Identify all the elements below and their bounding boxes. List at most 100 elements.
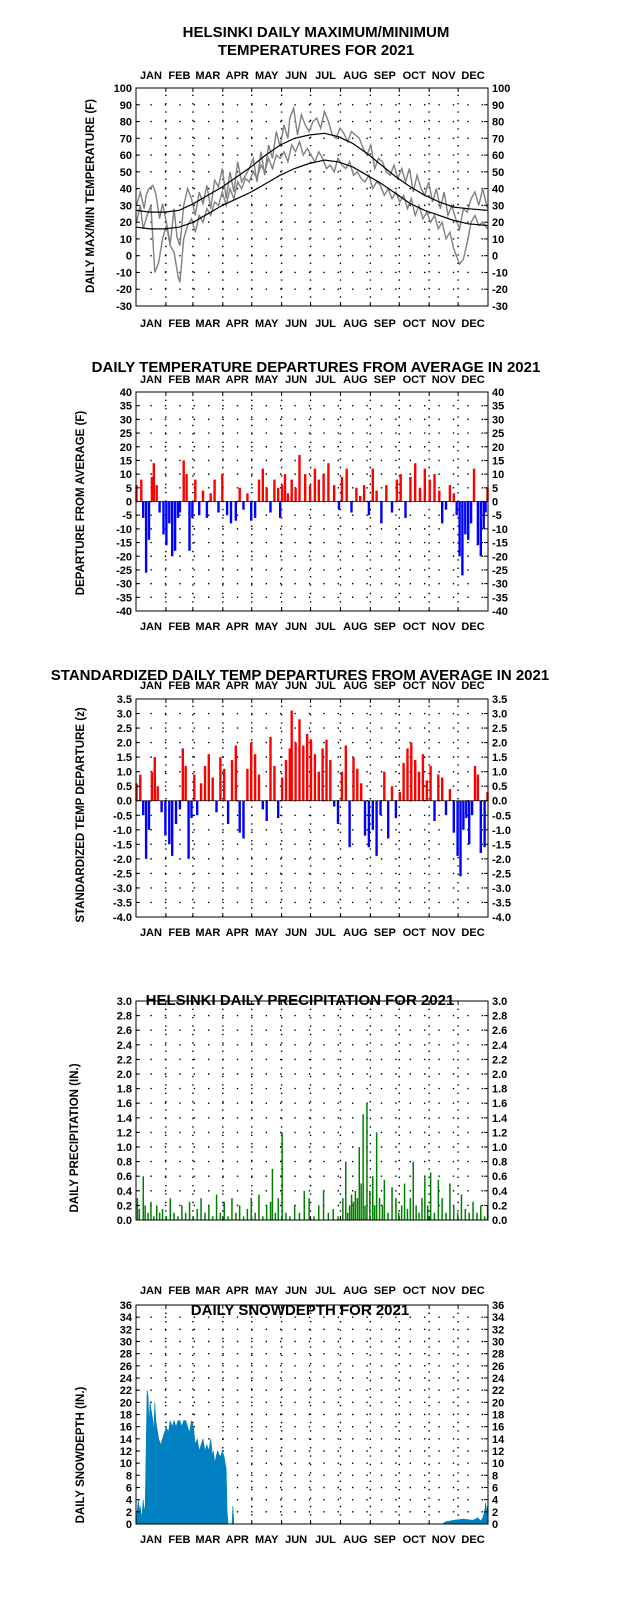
bar [184,765,187,801]
y-tick-label-right: 2.2 [492,1054,507,1066]
y-tick-label-right: 24 [492,1373,505,1385]
month-label: JUL [315,927,336,939]
bar [318,1205,320,1220]
y-tick-label-right: 2.8 [492,1011,507,1023]
bar [412,1161,414,1220]
bar [441,501,444,524]
y-tick-label-left: 2 [126,1507,132,1519]
bar [402,762,405,801]
precip-y-axis: 3.0 3.0 2.8 2.8 2.6 2.6 2.4 2.4 2.2 2.2 2.0 2.0 1.8 1… [117,996,508,1227]
y-tick-label-right: 2.5 [492,723,507,735]
bar [476,501,480,546]
y-tick-label-right: 3.0 [492,709,507,721]
bar [321,748,324,801]
series-observed-max [135,105,489,246]
month-label: MAR [195,318,220,330]
bar [178,501,182,513]
month-label: DEC [461,70,484,82]
bar [144,501,148,573]
bar [358,1147,360,1220]
bar [350,1194,353,1220]
month-label: MAY [255,680,279,692]
bar [165,1216,168,1220]
bar [250,501,253,521]
y-tick-label-left: -40 [116,606,132,618]
month-label: JUN [285,318,307,330]
bar [165,501,168,546]
month-label: SEP [374,680,396,692]
month-label: DEC [461,927,484,939]
y-tick-label-right: 100 [492,83,510,95]
month-label: JAN [140,1534,162,1546]
bar [253,501,257,518]
month-label: SEP [374,621,396,633]
bar [231,1198,233,1220]
departure-chart-title: DAILY TEMPERATURE DEPARTURES FROM AVERAG… [92,359,541,376]
y-tick-label-left: 26 [120,1361,132,1373]
y-tick-label-right: -25 [492,565,508,577]
y-tick-label-right: 10 [492,469,504,481]
month-label: JUL [315,621,336,633]
month-label: JUN [285,1285,307,1297]
bar [479,800,482,853]
month-label: JUN [285,374,307,386]
bar [215,1194,218,1220]
y-tick-label-right: 70 [492,133,504,145]
month-label: MAY [255,621,279,633]
bar [421,1198,423,1220]
y-tick-label-right: 1.6 [492,1098,507,1110]
bar [453,1205,455,1220]
month-label: OCT [403,374,427,386]
bar [354,1190,357,1220]
series-observed-min [135,139,489,283]
bar [242,501,245,510]
bar [298,1212,301,1220]
y-tick-label-left: 20 [120,217,132,229]
y-tick-label-left: 10 [120,469,132,481]
y-tick-label-left: 0.5 [117,781,132,793]
bar [188,501,191,551]
month-label: AUG [343,621,367,633]
bar [164,800,167,836]
month-label: SEP [374,1285,396,1297]
bar [208,1205,210,1220]
y-tick-label-right: -30 [492,301,508,313]
bar [327,463,330,502]
bar [317,479,320,502]
bar [288,748,291,801]
month-label: SEP [374,927,396,939]
month-label: NOV [432,318,457,330]
y-tick-label-right: 80 [492,117,504,129]
bar [177,1216,179,1220]
y-tick-label-right: -35 [492,592,508,604]
bar [182,460,185,502]
bar [281,1132,283,1220]
y-tick-label-left: 0.2 [117,1200,132,1212]
month-label: FEB [168,318,190,330]
bar [184,1212,187,1220]
y-tick-label-left: 35 [120,401,132,413]
bar [448,789,452,801]
month-label: MAY [255,1534,279,1546]
y-tick-label-left: -25 [116,565,132,577]
month-label: APR [226,927,249,939]
bar [367,800,371,848]
y-tick-label-left: 1.5 [117,752,132,764]
bar [235,1212,237,1220]
bar [448,485,452,502]
bar [223,1201,225,1221]
bar [329,760,332,801]
bar [181,1205,183,1220]
bar [456,800,459,856]
bar [472,468,476,502]
bar [342,1198,344,1220]
y-tick-label-right: 0 [492,1519,498,1531]
month-label: JUL [315,680,336,692]
y-tick-label-left: 24 [120,1373,133,1385]
y-tick-label-right: 0 [492,497,498,509]
bar [261,468,264,502]
y-tick-label-left: 25 [120,428,132,440]
month-label: NOV [432,70,457,82]
bar [211,1216,214,1220]
month-label: JUN [285,927,307,939]
